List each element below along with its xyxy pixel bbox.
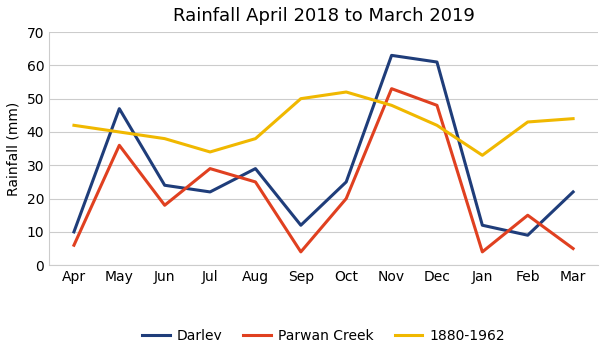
Parwan Creek: [479, 250, 486, 254]
Parwan Creek: [569, 246, 577, 251]
1880-1962: [161, 137, 168, 141]
1880-1962: [116, 130, 123, 134]
Line: 1880-1962: 1880-1962: [74, 92, 573, 155]
1880-1962: [524, 120, 531, 124]
Darley: [342, 180, 350, 184]
Parwan Creek: [206, 167, 214, 171]
Line: Parwan Creek: Parwan Creek: [74, 89, 573, 252]
Line: Darley: Darley: [74, 55, 573, 235]
1880-1962: [342, 90, 350, 94]
Darley: [479, 223, 486, 227]
1880-1962: [569, 117, 577, 121]
Parwan Creek: [388, 87, 395, 91]
Parwan Creek: [70, 243, 77, 247]
Parwan Creek: [524, 213, 531, 217]
Darley: [116, 107, 123, 111]
Darley: [524, 233, 531, 237]
Darley: [70, 230, 77, 234]
1880-1962: [479, 153, 486, 157]
1880-1962: [206, 150, 214, 154]
Darley: [206, 190, 214, 194]
1880-1962: [433, 123, 440, 128]
1880-1962: [70, 123, 77, 128]
Darley: [569, 190, 577, 194]
Parwan Creek: [297, 250, 304, 254]
1880-1962: [252, 137, 259, 141]
Parwan Creek: [433, 103, 440, 107]
Parwan Creek: [342, 197, 350, 201]
Y-axis label: Rainfall (mm): Rainfall (mm): [7, 102, 21, 196]
Darley: [297, 223, 304, 227]
Parwan Creek: [116, 143, 123, 147]
Darley: [161, 183, 168, 187]
Darley: [388, 53, 395, 57]
Darley: [433, 60, 440, 64]
Parwan Creek: [252, 180, 259, 184]
Parwan Creek: [161, 203, 168, 207]
1880-1962: [388, 103, 395, 107]
Darley: [252, 167, 259, 171]
Title: Rainfall April 2018 to March 2019: Rainfall April 2018 to March 2019: [172, 7, 474, 25]
Legend: Darley, Parwan Creek, 1880-1962: Darley, Parwan Creek, 1880-1962: [137, 323, 511, 340]
1880-1962: [297, 97, 304, 101]
